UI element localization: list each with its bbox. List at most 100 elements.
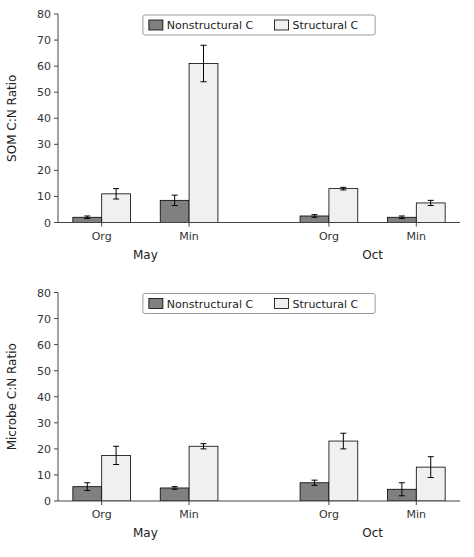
legend-label: Structural C	[293, 19, 359, 32]
legend-label: Structural C	[293, 298, 359, 311]
error-bar	[399, 216, 405, 219]
error-bar	[311, 215, 317, 218]
x-tick-label: Min	[179, 508, 199, 521]
bar	[189, 64, 218, 223]
chart-root: 0 10 20 30 40 50 60 70 80 SOM C:N Ratio Org Min Org M…	[0, 0, 474, 557]
error-bar	[113, 446, 119, 464]
y-tick	[54, 144, 58, 145]
y-tick-label: 0	[44, 217, 51, 230]
legend-label: Nonstructural C	[167, 19, 254, 32]
y-tick-label: 60	[37, 339, 51, 352]
y-tick-label: 0	[44, 495, 51, 508]
y-axis-label: Microbe C:N Ratio	[5, 343, 19, 450]
legend-swatch	[275, 299, 289, 309]
y-tick	[54, 170, 58, 171]
y-tick	[54, 474, 58, 475]
error-bar	[84, 483, 90, 491]
error-bar	[311, 480, 317, 485]
y-tick-label: 30	[37, 417, 51, 430]
group-label: Oct	[362, 248, 383, 262]
y-tick-label: 30	[37, 138, 51, 151]
y-tick-label: 10	[37, 190, 51, 203]
x-tick-label: Org	[319, 230, 339, 243]
y-tick-label: 20	[37, 164, 51, 177]
error-bar	[172, 195, 178, 205]
legend-frame	[143, 294, 375, 314]
error-bar	[201, 444, 207, 449]
x-tick-label: Org	[92, 508, 112, 521]
y-tick	[54, 501, 58, 502]
error-bar	[113, 189, 119, 199]
x-axis	[58, 501, 460, 502]
y-tick-label: 20	[37, 443, 51, 456]
y-tick-label: 80	[37, 287, 51, 300]
bar	[329, 441, 358, 501]
x-tick	[416, 223, 417, 227]
x-tick	[101, 501, 102, 505]
x-tick	[416, 501, 417, 505]
y-tick	[54, 318, 58, 319]
error-bar	[172, 487, 178, 490]
x-tick	[101, 223, 102, 227]
y-tick-label: 60	[37, 60, 51, 73]
y-tick-label: 70	[37, 34, 51, 47]
x-tick	[328, 501, 329, 505]
bar	[160, 488, 189, 501]
bars	[73, 45, 445, 222]
y-tick	[54, 344, 58, 345]
bar	[329, 189, 358, 223]
y-tick-label: 10	[37, 469, 51, 482]
x-tick-label: Min	[407, 508, 427, 521]
error-bar	[340, 187, 346, 190]
panel: 0 10 20 30 40 50 60 70 80 SOM C:N Ratio Org Min Org M…	[5, 8, 460, 262]
x-axis	[58, 222, 460, 223]
error-bar	[428, 457, 434, 478]
y-tick-label: 50	[37, 365, 51, 378]
y-tick	[54, 292, 58, 293]
bars	[73, 433, 445, 501]
x-tick	[328, 223, 329, 227]
error-bar	[201, 45, 207, 81]
y-tick-label: 80	[37, 8, 51, 21]
legend-swatch	[149, 299, 163, 309]
x-tick-label: Org	[92, 230, 112, 243]
y-tick	[54, 14, 58, 15]
y-tick	[54, 196, 58, 197]
bar	[189, 446, 218, 501]
x-tick	[189, 223, 190, 227]
y-tick	[54, 222, 58, 223]
error-bar	[84, 216, 90, 219]
x-tick-label: Min	[179, 230, 199, 243]
y-tick-label: 50	[37, 86, 51, 99]
y-tick	[54, 40, 58, 41]
y-tick	[54, 66, 58, 67]
y-tick-label: 70	[37, 313, 51, 326]
legend: Nonstructural C Structural C	[143, 294, 375, 314]
error-bar	[340, 433, 346, 449]
x-tick	[189, 501, 190, 505]
y-tick	[54, 370, 58, 371]
y-axis	[58, 14, 59, 223]
legend-frame	[143, 15, 375, 35]
legend: Nonstructural C Structural C	[143, 15, 375, 35]
legend-swatch	[275, 20, 289, 30]
group-label: May	[133, 526, 158, 540]
x-tick-label: Org	[319, 508, 339, 521]
y-tick	[54, 448, 58, 449]
y-axis-label: SOM C:N Ratio	[5, 75, 19, 162]
legend-swatch	[149, 20, 163, 30]
group-label: Oct	[362, 526, 383, 540]
legend-label: Nonstructural C	[167, 298, 254, 311]
y-tick-label: 40	[37, 391, 51, 404]
y-axis	[58, 293, 59, 502]
y-tick	[54, 422, 58, 423]
y-tick-label: 40	[37, 112, 51, 125]
y-tick	[54, 118, 58, 119]
error-bar	[428, 200, 434, 205]
y-tick	[54, 396, 58, 397]
y-tick	[54, 92, 58, 93]
group-label: May	[133, 248, 158, 262]
panel: 0 10 20 30 40 50 60 70 80 Microbe C:N Ratio Org Min…	[5, 287, 460, 541]
x-tick-label: Min	[407, 230, 427, 243]
error-bar	[399, 483, 405, 496]
